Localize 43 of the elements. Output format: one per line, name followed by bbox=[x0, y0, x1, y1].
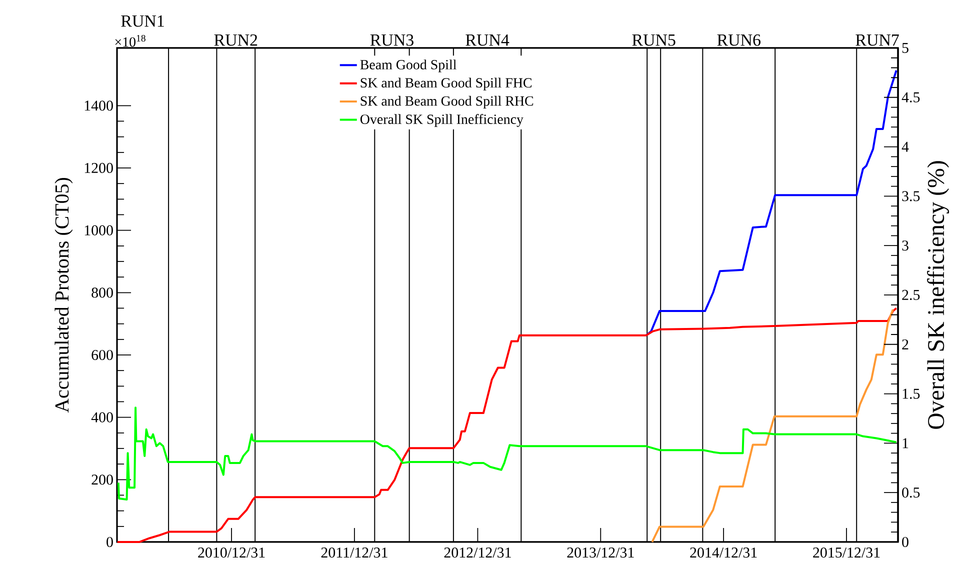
y-tick-label: 200 bbox=[92, 474, 113, 485]
text: RUN2 bbox=[214, 34, 258, 46]
text: ×10$^{18}$ bbox=[115, 34, 146, 47]
y-tick-label: 0 bbox=[106, 536, 113, 548]
x-tick-label: 2013/12/31 bbox=[567, 548, 634, 558]
y2-tick-label: 0 bbox=[902, 536, 908, 548]
x-tick-label: 2015/12/31 bbox=[813, 548, 880, 558]
legend-label: SK and Beam Good Spill RHC bbox=[360, 96, 534, 109]
line-series bbox=[645, 69, 898, 336]
y2-tick-label: 1.5 bbox=[902, 388, 920, 399]
x-tick-label: 2012/12/31 bbox=[444, 548, 511, 558]
text: RUN1 bbox=[121, 15, 164, 27]
y-tick-label: 1400 bbox=[84, 100, 113, 111]
x-tick-label: 2011/12/31 bbox=[321, 548, 388, 558]
y2-tick-label: 1 bbox=[902, 438, 908, 448]
y2-tick-label: 2 bbox=[902, 339, 908, 350]
legend-label: SK and Beam Good Spill FHC bbox=[360, 78, 532, 90]
y2-tick-label: 2.5 bbox=[902, 290, 920, 300]
y2-tick-label: 3 bbox=[902, 240, 908, 251]
y-axis-title: Accumulated Protons (CT05) bbox=[54, 178, 73, 413]
y2-axis-title: Overall SK inefficiency (%) bbox=[927, 161, 950, 429]
line-series bbox=[651, 308, 894, 543]
text: RUN6 bbox=[717, 34, 760, 46]
legend-label: Overall SK Spill Inefficiency bbox=[360, 114, 524, 127]
legend-label: Beam Good Spill bbox=[360, 60, 456, 72]
x-tick-label: 2010/12/31 bbox=[198, 548, 265, 558]
y2-tick-label: 4 bbox=[902, 142, 909, 152]
y-tick-label: 400 bbox=[91, 412, 113, 422]
line-series bbox=[116, 307, 898, 543]
text: RUN5 bbox=[632, 34, 676, 46]
text: RUN3 bbox=[370, 34, 414, 46]
text: RUN7 bbox=[856, 34, 899, 46]
y-tick-label: 1200 bbox=[84, 162, 113, 174]
y2-tick-label: 4.5 bbox=[902, 92, 920, 102]
line-series bbox=[117, 406, 898, 500]
y-tick-label: 800 bbox=[92, 288, 113, 298]
y-tick-label: 1000 bbox=[84, 225, 113, 236]
text: RUN4 bbox=[466, 34, 510, 46]
y2-tick-label: 5 bbox=[902, 43, 908, 53]
x-tick-label: 2014/12/31 bbox=[690, 548, 757, 558]
y-tick-label: 600 bbox=[92, 350, 113, 360]
y2-tick-label: 0.5 bbox=[902, 488, 920, 498]
y2-tick-label: 3.5 bbox=[902, 191, 920, 202]
